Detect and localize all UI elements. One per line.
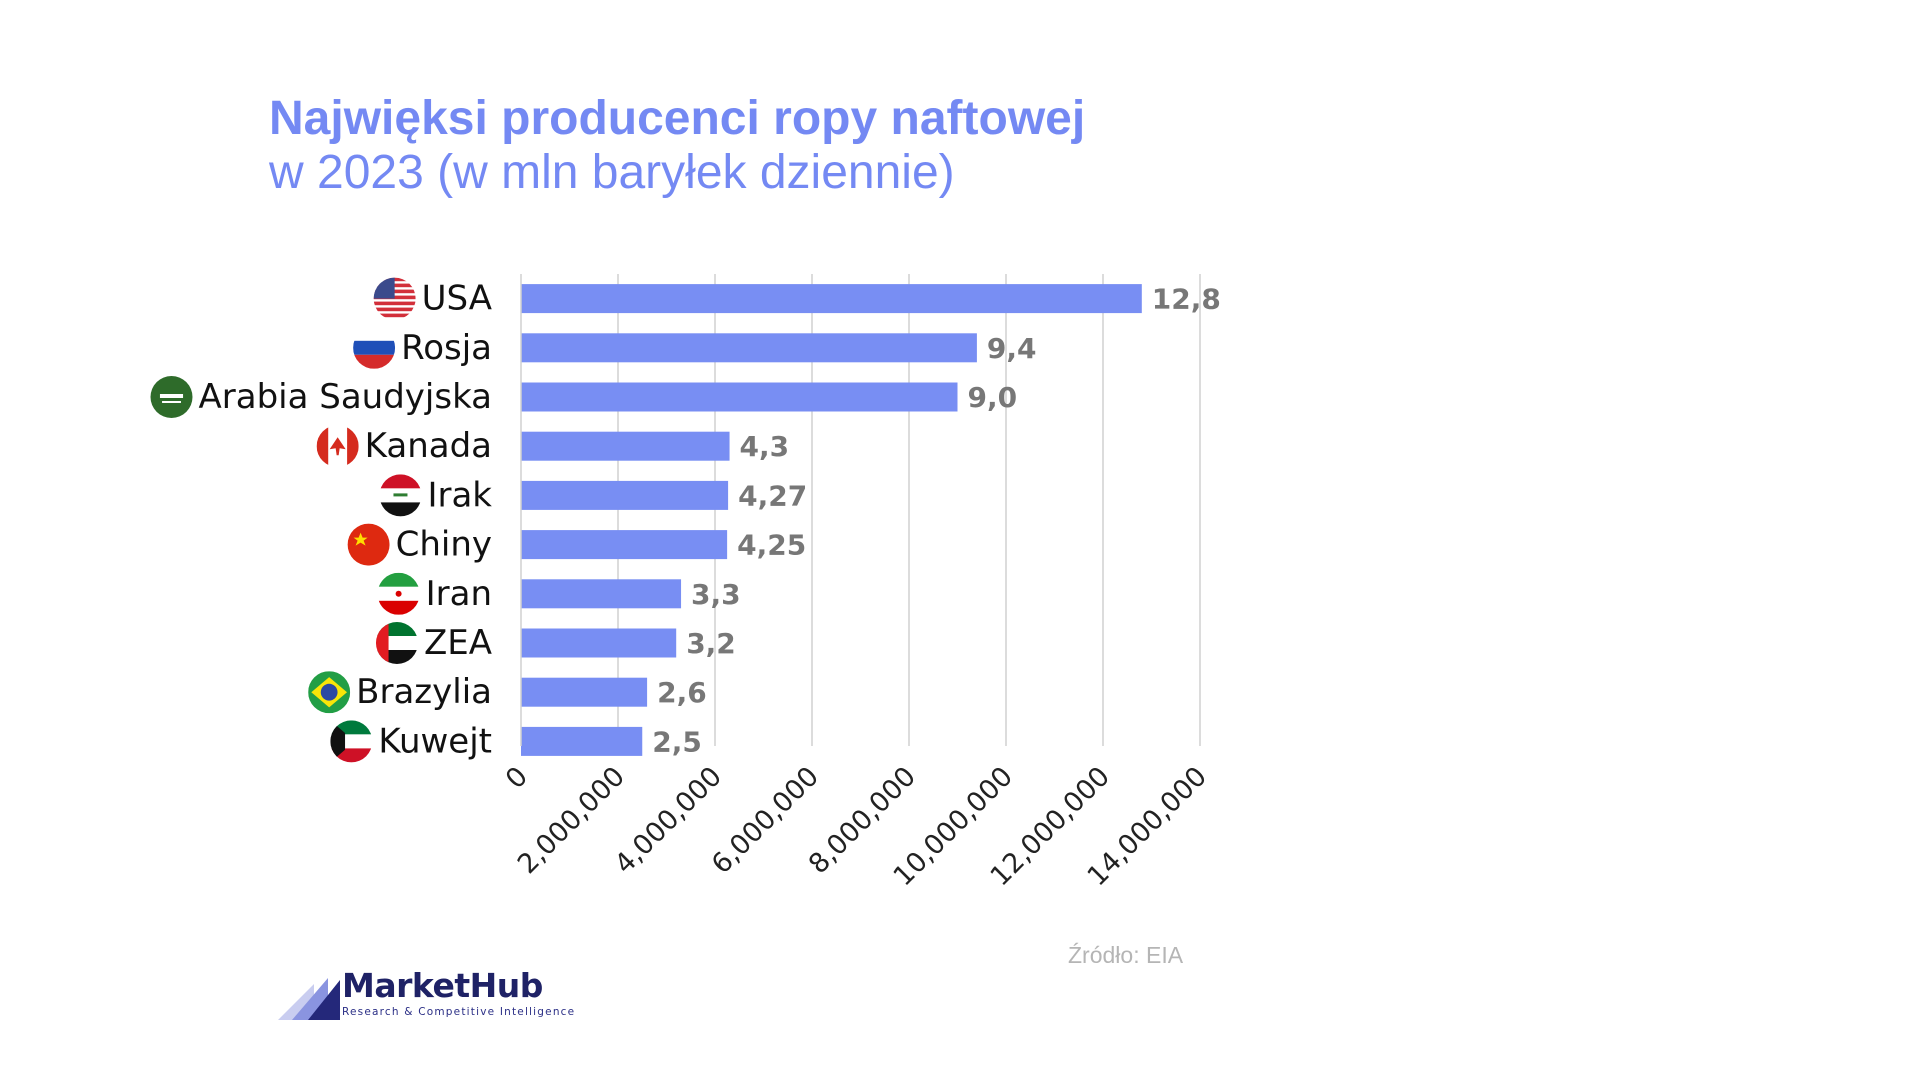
data-label: 4,25	[737, 529, 806, 562]
brazil-flag-icon	[308, 671, 351, 714]
canada-flag-icon	[316, 425, 359, 468]
title-line-1: Najwięksi producenci ropy naftowej	[269, 92, 1086, 145]
category-label: Arabia Saudyjska	[199, 377, 493, 417]
bar	[521, 382, 958, 412]
iraq-flag-icon	[379, 474, 422, 517]
data-label: 4,27	[738, 479, 807, 512]
category-label: Kanada	[365, 426, 492, 466]
data-label: 3,2	[686, 627, 736, 660]
bar	[521, 480, 729, 510]
uae-flag-icon	[375, 622, 418, 664]
china-flag-icon	[347, 523, 390, 566]
markethub-logo-mark-icon	[278, 978, 340, 1020]
bar	[521, 284, 1142, 314]
russia-flag-icon	[353, 326, 396, 369]
source-note: Źródło: EIA	[1068, 942, 1184, 968]
title-line-2: w 2023 (w mln baryłek dziennie)	[269, 146, 955, 199]
logo-name: MarketHub	[342, 966, 543, 1005]
kuwait-flag-icon	[330, 720, 373, 763]
category-label: Chiny	[396, 525, 492, 565]
bar	[521, 333, 977, 363]
category-label: Brazylia	[356, 672, 492, 712]
category-label: USA	[422, 279, 492, 319]
data-label: 4,3	[740, 430, 790, 463]
category-label: ZEA	[424, 623, 492, 663]
bar	[521, 677, 648, 707]
category-label: Iran	[426, 574, 492, 614]
chart-title: Najwięksi producenci ropy naftowej w 202…	[269, 92, 1085, 200]
bar	[521, 530, 728, 560]
data-label: 12,8	[1152, 283, 1221, 316]
data-label: 3,3	[691, 578, 741, 611]
category-label: Irak	[427, 475, 492, 515]
saudi-arabia-flag-icon	[150, 376, 193, 418]
x-tick-label: 0	[500, 761, 534, 795]
data-label: 2,5	[652, 725, 702, 758]
bar	[521, 726, 643, 756]
iran-flag-icon	[377, 572, 420, 615]
category-label: Rosja	[401, 328, 492, 368]
bar	[521, 628, 677, 658]
bar	[521, 579, 682, 609]
data-label: 9,4	[987, 332, 1037, 365]
data-label: 2,6	[657, 676, 707, 709]
usa-flag-icon	[373, 277, 416, 318]
data-label: 9,0	[968, 381, 1018, 414]
category-label: Kuwejt	[378, 721, 492, 761]
logo-tagline: Research & Competitive Intelligence	[342, 1006, 576, 1018]
bar	[521, 431, 730, 461]
markethub-logo: MarketHub Research & Competitive Intelli…	[278, 966, 608, 1026]
